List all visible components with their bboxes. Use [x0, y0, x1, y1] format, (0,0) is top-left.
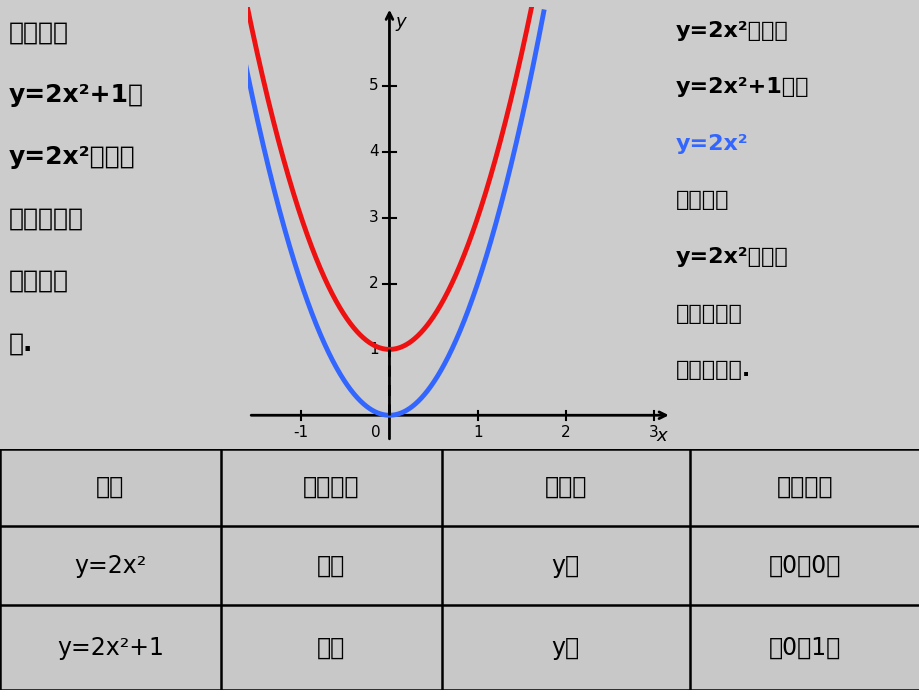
- Text: 三次函数: 三次函数: [9, 21, 69, 45]
- Text: 3: 3: [649, 425, 658, 440]
- Text: 开口方向: 开口方向: [302, 475, 359, 499]
- Text: 对称轴: 对称轴: [544, 475, 586, 499]
- Text: 2: 2: [369, 276, 379, 291]
- Text: 函数: 函数: [96, 475, 124, 499]
- Text: y轴: y轴: [551, 635, 579, 660]
- Text: 2: 2: [561, 425, 570, 440]
- Text: 是位置不: 是位置不: [9, 269, 69, 293]
- Text: y轴: y轴: [551, 553, 579, 578]
- Text: y=2x²次函数: y=2x²次函数: [675, 21, 789, 41]
- Text: y=2x²+1: y=2x²+1: [57, 635, 164, 660]
- Text: x: x: [656, 427, 666, 445]
- Text: 向上平移一: 向上平移一: [675, 304, 743, 324]
- Text: 5: 5: [369, 79, 379, 93]
- Text: y=2x²: y=2x²: [74, 553, 146, 578]
- Text: y=2x²的图象: y=2x²的图象: [675, 247, 789, 267]
- Text: 4: 4: [369, 144, 379, 159]
- Text: y=2x²+1与: y=2x²+1与: [9, 83, 144, 107]
- Text: （0，0）: （0，0）: [768, 553, 840, 578]
- Text: 顶点坐标: 顶点坐标: [776, 475, 833, 499]
- Text: 形状相同只: 形状相同只: [9, 207, 85, 231]
- Text: 0: 0: [370, 425, 380, 440]
- Text: 3: 3: [369, 210, 379, 225]
- Text: 向上: 向上: [317, 635, 345, 660]
- Text: y=2x²: y=2x²: [675, 134, 748, 154]
- Text: 象可以由: 象可以由: [675, 190, 729, 210]
- Text: 同.: 同.: [9, 331, 33, 355]
- Text: y=2x²+1的图: y=2x²+1的图: [675, 77, 809, 97]
- Text: 1: 1: [472, 425, 482, 440]
- Text: 1: 1: [369, 342, 379, 357]
- Text: （0，1）: （0，1）: [768, 635, 840, 660]
- Text: y=2x²的图象: y=2x²的图象: [9, 145, 136, 169]
- Text: 向上: 向上: [317, 553, 345, 578]
- Text: -1: -1: [293, 425, 309, 440]
- Text: 个单位得到.: 个单位得到.: [675, 360, 751, 380]
- Text: y: y: [395, 14, 406, 32]
